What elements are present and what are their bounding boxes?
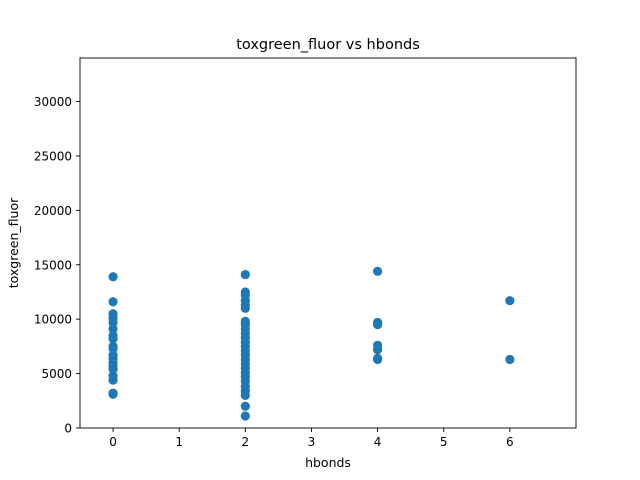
y-tick-label: 15000 <box>34 258 72 272</box>
y-tick-label: 20000 <box>34 204 72 218</box>
data-point <box>240 269 250 280</box>
data-point <box>240 401 250 411</box>
x-axis-label: hbonds <box>305 455 351 470</box>
data-point <box>240 411 250 421</box>
data-point <box>505 354 515 365</box>
data-point <box>108 364 118 374</box>
data-point <box>108 272 118 282</box>
data-point <box>108 324 118 334</box>
x-tick-label: 0 <box>109 435 117 449</box>
data-point <box>108 297 118 307</box>
y-axis-ticks: 0 5000 10000 15000 20000 25000 30000 <box>34 95 80 436</box>
data-point <box>108 375 118 385</box>
data-point <box>373 354 383 365</box>
y-tick-label: 0 <box>64 422 72 436</box>
y-tick-label: 10000 <box>34 313 72 327</box>
x-tick-label: 3 <box>308 435 316 449</box>
plot-frame <box>79 57 577 429</box>
data-point <box>108 334 118 344</box>
chart-title: toxgreen_fluor vs hbonds <box>236 37 420 53</box>
points-layer <box>108 266 515 421</box>
x-tick-label: 2 <box>242 435 250 449</box>
x-tick-label: 5 <box>440 435 448 449</box>
y-tick-label: 5000 <box>41 367 72 381</box>
x-tick-label: 1 <box>175 435 183 449</box>
y-axis-label: toxgreen_fluor <box>6 197 21 288</box>
data-point <box>373 345 383 355</box>
x-tick-label: 4 <box>374 435 382 449</box>
data-point <box>240 390 250 400</box>
x-tick-label: 6 <box>506 435 514 449</box>
data-point <box>373 266 383 276</box>
data-point <box>240 303 250 313</box>
y-tick-label: 25000 <box>34 149 72 163</box>
data-point <box>505 296 515 306</box>
y-tick-label: 30000 <box>34 95 72 109</box>
data-point <box>108 317 118 328</box>
plot-area <box>80 58 576 428</box>
data-point <box>373 320 383 330</box>
x-axis-ticks: 0 1 2 3 4 5 6 <box>109 428 514 449</box>
data-point <box>108 343 118 354</box>
data-point <box>108 389 118 399</box>
